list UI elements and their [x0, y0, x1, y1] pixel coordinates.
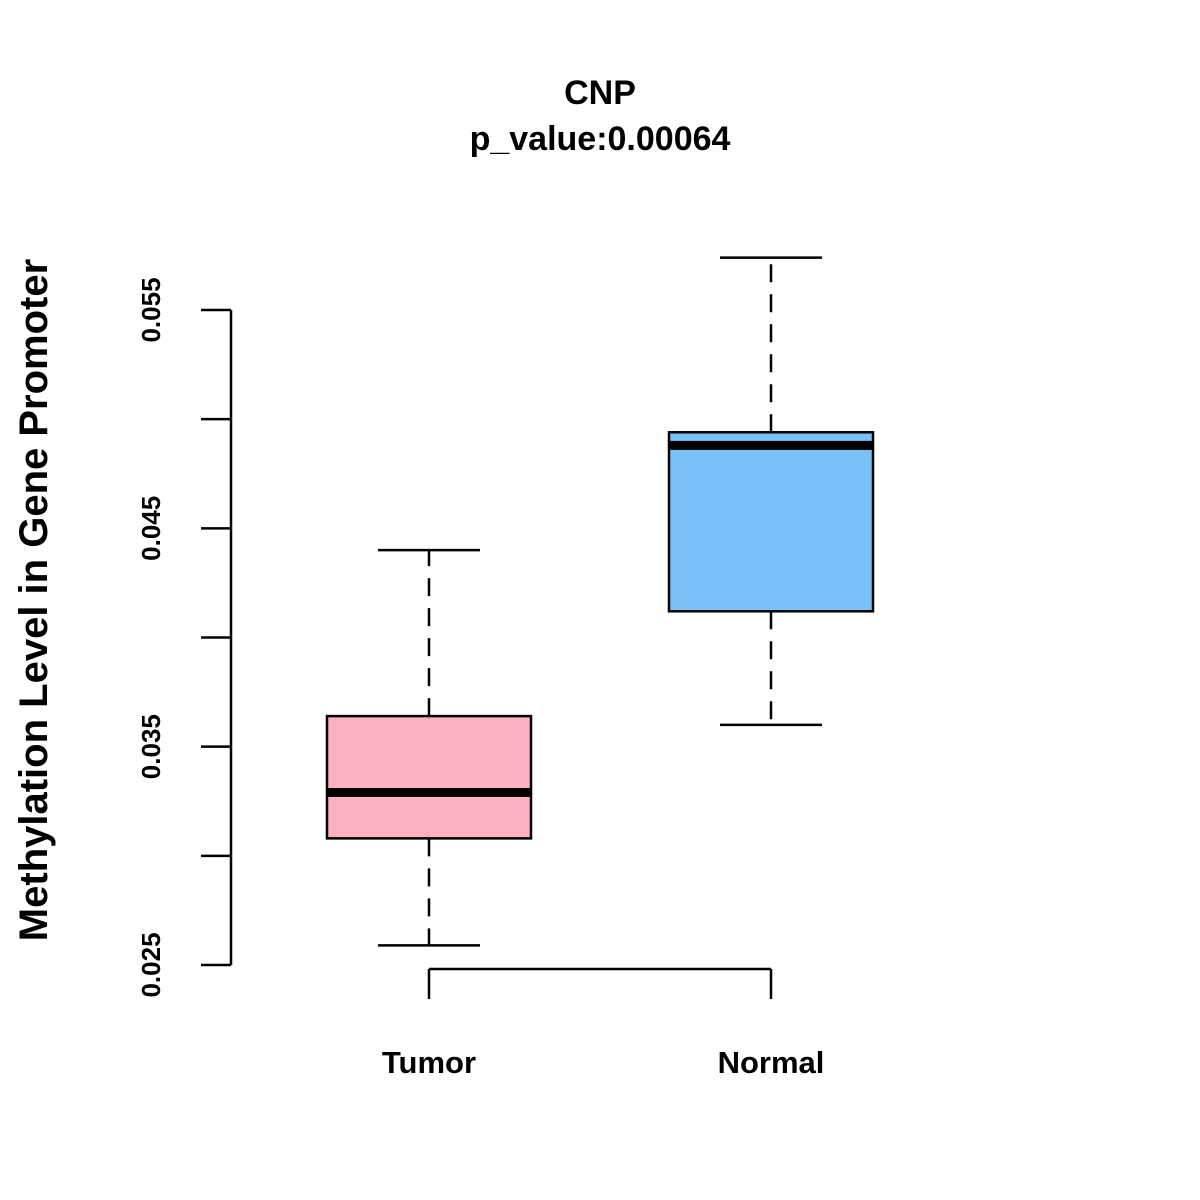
x-tick-label: Tumor: [382, 1045, 476, 1080]
y-axis-label: Methylation Level in Gene Promoter: [12, 259, 56, 941]
y-tick-label: 0.055: [136, 277, 166, 342]
chart-title: CNP: [564, 74, 636, 112]
y-tick-label: 0.035: [136, 714, 166, 779]
chart-subtitle: p_value:0.00064: [470, 120, 731, 158]
x-axis: Tumor Normal: [382, 967, 825, 1080]
box-normal: [667, 256, 875, 727]
y-axis: 0.025 0.035 0.045 0.055: [136, 277, 233, 998]
iqr-box: [325, 714, 533, 840]
y-tick-label: 0.045: [136, 496, 166, 561]
y-tick-label: 0.025: [136, 932, 166, 997]
x-tick-label: Normal: [718, 1045, 825, 1080]
iqr-box: [667, 431, 875, 613]
box-tumor: [325, 548, 533, 947]
boxes-group: [325, 256, 875, 947]
